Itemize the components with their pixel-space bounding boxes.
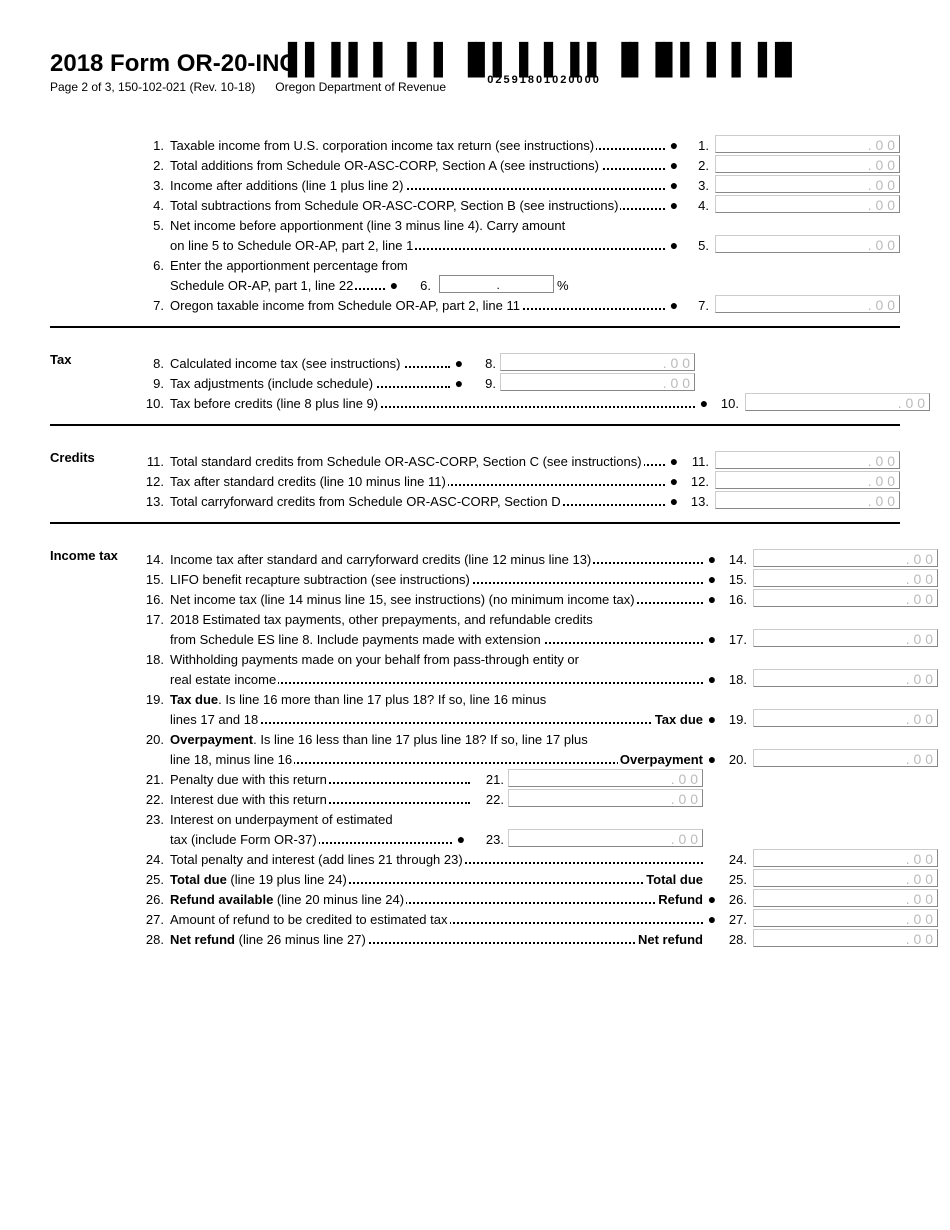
section-income: 1. Taxable income from U.S. corporation … <box>50 134 900 328</box>
line-23b: tax (include Form OR-37) ● 23. . 0 0 <box>140 828 938 847</box>
line-19b: lines 17 and 18Tax due ● 19. . 0 0 <box>140 708 938 727</box>
field-1[interactable]: . 0 0 <box>715 135 900 153</box>
field-2[interactable]: . 0 0 <box>715 155 900 173</box>
line-5b: on line 5 to Schedule OR-AP, part 2, lin… <box>140 234 900 253</box>
field-22[interactable]: . 0 0 <box>508 789 703 807</box>
line-6a: 6. Enter the apportionment percentage fr… <box>140 254 900 273</box>
line-16: 16. Net income tax (line 14 minus line 1… <box>140 588 938 607</box>
line-4: 4. Total subtractions from Schedule OR-A… <box>140 194 900 213</box>
line-2: 2. Total additions from Schedule OR-ASC-… <box>140 154 900 173</box>
line-3: 3. Income after additions (line 1 plus l… <box>140 174 900 193</box>
section-credits: Credits 11. Total standard credits from … <box>50 450 900 524</box>
field-23[interactable]: . 0 0 <box>508 829 703 847</box>
line-15: 15. LIFO benefit recapture subtraction (… <box>140 568 938 587</box>
line-23a: 23. Interest on underpayment of estimate… <box>140 808 938 827</box>
field-20[interactable]: . 0 0 <box>753 749 938 767</box>
line-12: 12. Tax after standard credits (line 10 … <box>140 470 900 489</box>
page-ref: Page 2 of 3, 150-102-021 (Rev. 10-18) <box>50 80 255 94</box>
section-tax: Tax 8. Calculated income tax (see instru… <box>50 352 900 426</box>
field-5[interactable]: . 0 0 <box>715 235 900 253</box>
field-13[interactable]: . 0 0 <box>715 491 900 509</box>
line-18b: real estate income ● 18. . 0 0 <box>140 668 938 687</box>
barcode: ▌▌▐▐ ▌ ▌▐ ▐▌▌▐ ▌▐▐ ▐▌▐▌▌▐ ▌▐▐▌ 025918010… <box>288 50 800 86</box>
field-25[interactable]: . 0 0 <box>753 869 938 887</box>
line-10: 10. Tax before credits (line 8 plus line… <box>140 392 930 411</box>
line-24: 24. Total penalty and interest (add line… <box>140 848 938 867</box>
field-27[interactable]: . 0 0 <box>753 909 938 927</box>
line-20b: line 18, minus line 16Overpayment ● 20. … <box>140 748 938 767</box>
field-26[interactable]: . 0 0 <box>753 889 938 907</box>
line-19a: 19. Tax due. Is line 16 more than line 1… <box>140 688 938 707</box>
field-19[interactable]: . 0 0 <box>753 709 938 727</box>
line-9: 9. Tax adjustments (include schedule) ● … <box>140 372 930 391</box>
field-21[interactable]: . 0 0 <box>508 769 703 787</box>
section-income-tax: Income tax 14. Income tax after standard… <box>50 548 900 948</box>
line-18a: 18. Withholding payments made on your be… <box>140 648 938 667</box>
field-12[interactable]: . 0 0 <box>715 471 900 489</box>
field-11[interactable]: . 0 0 <box>715 451 900 469</box>
line-8: 8. Calculated income tax (see instructio… <box>140 352 930 371</box>
field-8[interactable]: . 0 0 <box>500 353 695 371</box>
line-25: 25. Total due (line 19 plus line 24)Tota… <box>140 868 938 887</box>
line-26: 26. Refund available (line 20 minus line… <box>140 888 938 907</box>
line-11: 11. Total standard credits from Schedule… <box>140 450 900 469</box>
field-24[interactable]: . 0 0 <box>753 849 938 867</box>
line-20a: 20. Overpayment. Is line 16 less than li… <box>140 728 938 747</box>
field-9[interactable]: . 0 0 <box>500 373 695 391</box>
line-7: 7. Oregon taxable income from Schedule O… <box>140 294 900 313</box>
field-17[interactable]: . 0 0 <box>753 629 938 647</box>
field-3[interactable]: . 0 0 <box>715 175 900 193</box>
line-6b: Schedule OR-AP, part 1, line 22 ● 6. . % <box>140 274 900 293</box>
line-28: 28. Net refund (line 26 minus line 27)Ne… <box>140 928 938 947</box>
line-14: 14. Income tax after standard and carryf… <box>140 548 938 567</box>
line-1: 1. Taxable income from U.S. corporation … <box>140 134 900 153</box>
field-18[interactable]: . 0 0 <box>753 669 938 687</box>
field-7[interactable]: . 0 0 <box>715 295 900 313</box>
form-header: 2018 Form OR-20-INC Page 2 of 3, 150-102… <box>50 50 900 94</box>
field-15[interactable]: . 0 0 <box>753 569 938 587</box>
line-17a: 17. 2018 Estimated tax payments, other p… <box>140 608 938 627</box>
field-4[interactable]: . 0 0 <box>715 195 900 213</box>
field-6[interactable]: . <box>439 275 554 293</box>
field-14[interactable]: . 0 0 <box>753 549 938 567</box>
field-10[interactable]: . 0 0 <box>745 393 930 411</box>
field-16[interactable]: . 0 0 <box>753 589 938 607</box>
line-27: 27. Amount of refund to be credited to e… <box>140 908 938 927</box>
field-28[interactable]: . 0 0 <box>753 929 938 947</box>
line-17b: from Schedule ES line 8. Include payment… <box>140 628 938 647</box>
line-21: 21. Penalty due with this return 21. . 0… <box>140 768 938 787</box>
line-5a: 5. Net income before apportionment (line… <box>140 214 900 233</box>
line-22: 22. Interest due with this return 22. . … <box>140 788 938 807</box>
line-13: 13. Total carryforward credits from Sche… <box>140 490 900 509</box>
